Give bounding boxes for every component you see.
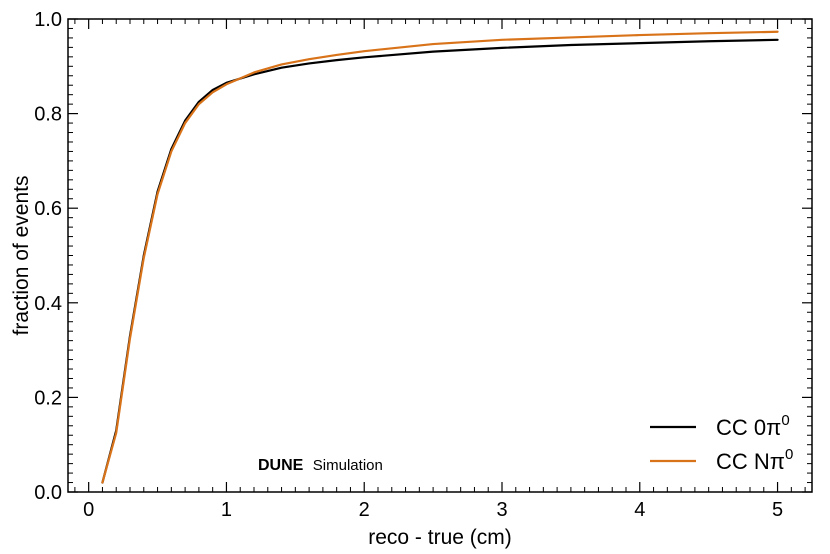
series-point-1: [501, 39, 503, 41]
x-tick-label: 2: [359, 499, 370, 521]
series-point-1: [142, 257, 145, 259]
series-point-1: [156, 193, 159, 195]
series-point-1: [198, 103, 200, 105]
y-tick-label: 0.4: [34, 293, 62, 315]
series-point-0: [335, 59, 338, 61]
series-point-0: [198, 100, 200, 103]
y-tick-label: 0.6: [34, 198, 62, 220]
series-point-0: [308, 62, 310, 65]
x-tick-label: 5: [772, 499, 783, 521]
series-line-0: [101, 38, 779, 484]
series-point-1: [335, 54, 338, 56]
series-point-1: [211, 91, 214, 94]
series-point-1: [253, 71, 255, 74]
series-point-0: [501, 47, 503, 49]
series-point-1: [570, 36, 572, 39]
x-tick-label: 0: [83, 499, 94, 521]
dune-simulation-watermark: DUNE Simulation: [258, 457, 383, 474]
watermark-brand: DUNE: [258, 457, 304, 474]
series-point-1: [115, 432, 118, 434]
svg-text:DUNE Simulation: DUNE Simulation: [258, 457, 383, 474]
series-point-1: [129, 337, 131, 340]
x-tick-label: 3: [496, 499, 507, 521]
series-point-0: [253, 73, 255, 76]
series-point-1: [707, 32, 710, 34]
series-point-0: [211, 89, 214, 91]
series-point-1: [170, 150, 173, 153]
series-point-1: [363, 50, 366, 52]
y-tick-label: 0.2: [34, 387, 62, 409]
series-line-1: [101, 30, 779, 484]
series-point-0: [776, 39, 779, 41]
series-point-1: [280, 63, 283, 66]
watermark-text: Simulation: [313, 457, 383, 474]
y-tick-label: 1.0: [34, 9, 62, 31]
series-point-0: [707, 40, 710, 43]
plot-frame: [67, 18, 813, 493]
legend-label-superscript: 0: [785, 446, 793, 463]
series-point-0: [432, 50, 434, 53]
y-axis-label: fraction of events: [10, 176, 33, 336]
x-tick-label: 1: [221, 499, 232, 521]
series-point-1: [432, 43, 434, 45]
legend-label-base: CC Nπ: [716, 449, 785, 474]
series-point-0: [570, 44, 572, 46]
legend-label-0: CC 0π0: [716, 412, 790, 440]
legend-label-superscript: 0: [781, 412, 789, 429]
legend-label-base: CC 0π: [716, 415, 781, 440]
y-tick-label: 0.0: [34, 482, 62, 504]
series-point-1: [225, 83, 228, 86]
series-layer: [101, 30, 779, 484]
series-point-0: [638, 42, 641, 44]
series-point-1: [184, 122, 186, 124]
series-point-1: [308, 58, 310, 60]
series-point-0: [280, 66, 283, 69]
series-point-1: [638, 34, 641, 36]
series-point-0: [363, 56, 366, 59]
ticks-layer: 0 1 2 3 4 5 0.0 0.2 0.4 0.6 0.8 1.0: [34, 9, 812, 521]
series-point-1: [776, 30, 779, 33]
legend-label-1: CC Nπ0: [716, 446, 793, 474]
y-tick-label: 0.8: [34, 104, 62, 126]
series-point-1: [101, 481, 104, 484]
x-tick-label: 4: [634, 499, 645, 521]
x-axis-label: reco - true (cm): [368, 526, 512, 549]
